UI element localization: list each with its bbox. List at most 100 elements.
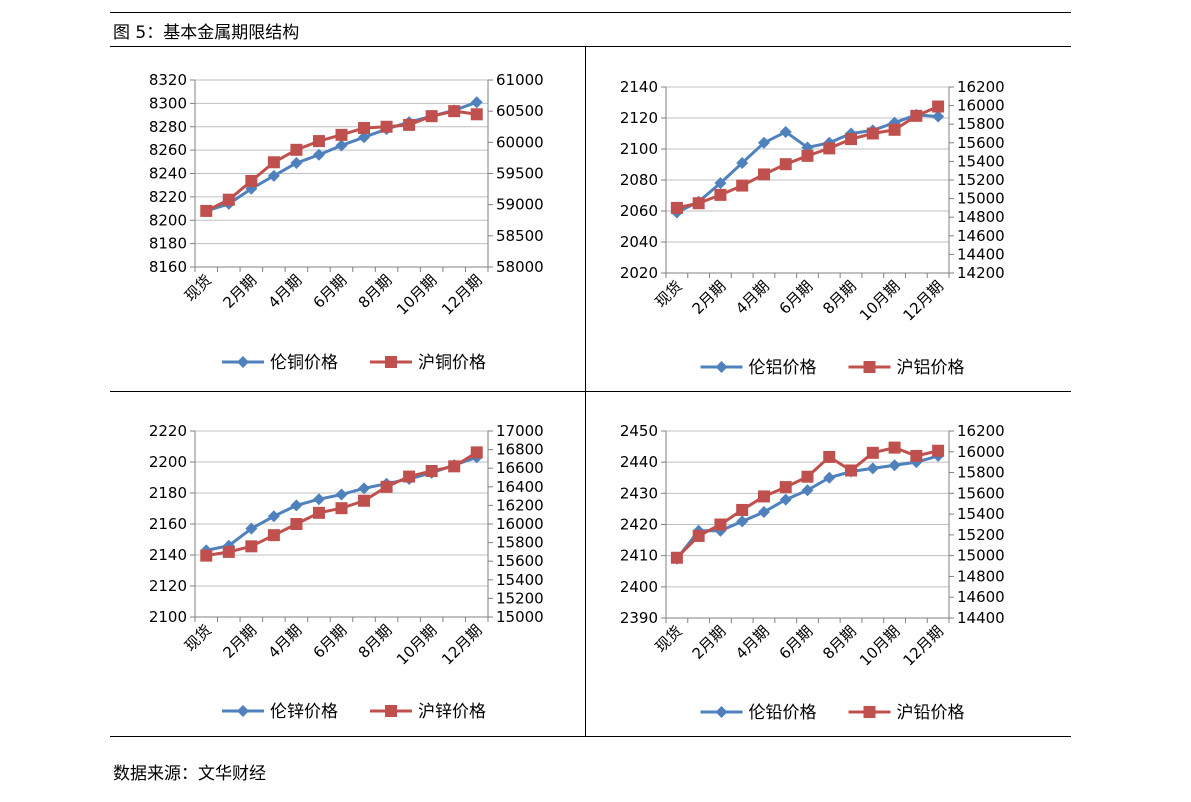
legend-label: 沪铝价格 [897,358,965,378]
data-point [757,168,770,181]
x-tick-label: 6月期 [776,622,817,663]
data-point [358,131,371,144]
data-point [267,529,280,542]
data-point [692,529,705,542]
data-point [757,506,770,519]
x-tick-label: 10月期 [393,271,440,318]
right-tick-label: 14800 [957,208,1005,226]
right-tick-label: 58500 [496,227,544,245]
center-divider [585,47,586,736]
left-tick-label: 2440 [620,453,658,471]
data-point [245,174,258,187]
left-tick-label: 2420 [620,516,658,534]
legend-item: 沪锌价格 [370,702,486,722]
data-point [358,482,371,495]
data-point [736,503,749,516]
x-tick-label: 2月期 [219,621,260,662]
x-tick-label: 8月期 [819,277,860,318]
x-tick-label: 8月期 [819,622,860,663]
data-point [290,143,303,156]
right-tick-label: 16000 [957,97,1005,115]
legend-label: 伦锌价格 [270,702,338,722]
right-tick-label: 15200 [957,526,1005,544]
left-tick-label: 2400 [620,578,658,596]
left-tick-label: 2020 [620,264,658,282]
data-point [757,136,770,149]
data-point [335,139,348,152]
legend-label: 伦铅价格 [749,703,817,723]
x-tick-label: 4月期 [732,622,773,663]
right-tick-label: 15400 [957,505,1005,523]
left-tick-label: 2180 [149,484,187,502]
x-tick-label: 2月期 [689,277,730,318]
left-tick-label: 8180 [149,235,187,253]
data-point [932,110,945,123]
bottom-rule [110,736,1071,737]
data-point [245,522,258,535]
data-point [757,490,770,503]
left-tick-label: 8320 [149,71,187,89]
data-point [670,551,683,564]
x-tick-label: 12月期 [438,271,485,318]
x-tick-label: 4月期 [265,621,306,662]
legend-item: 伦铅价格 [700,703,817,723]
data-point [779,158,792,171]
figure-title: 图 5：基本金属期限结构 [113,23,300,43]
data-point [888,123,901,136]
left-tick-label: 2200 [149,453,187,471]
data-point [932,100,945,113]
left-tick-label: 2100 [620,140,658,158]
data-point [200,204,213,217]
right-tick-label: 15000 [496,608,544,626]
x-tick-label: 8月期 [355,621,396,662]
x-tick-label: 10月期 [856,622,903,669]
right-tick-label: 60000 [496,133,544,151]
legend-item: 沪铅价格 [848,703,965,723]
data-point [670,201,683,214]
right-tick-label: 15400 [957,152,1005,170]
data-point [312,506,325,519]
data-point [425,464,438,477]
x-tick-label: 现货 [181,621,215,655]
legend-item: 伦铝价格 [700,358,817,378]
data-point [267,169,280,182]
data-point [801,470,814,483]
data-point [910,449,923,462]
data-point [267,156,280,169]
data-point [470,446,483,459]
data-point [866,462,879,475]
data-point [312,148,325,161]
data-point [714,188,727,201]
right-tick-label: 15000 [957,547,1005,565]
x-tick-label: 12月期 [900,622,947,669]
data-point [222,193,235,206]
right-tick-label: 59000 [496,196,544,214]
right-tick-label: 14200 [957,264,1005,282]
x-tick-label: 现货 [652,277,686,311]
left-tick-label: 2120 [620,109,658,127]
x-tick-label: 6月期 [776,277,817,318]
left-tick-label: 8280 [149,118,187,136]
right-tick-label: 60500 [496,102,544,120]
legend-label: 沪锌价格 [418,702,486,722]
legend-swatch-marker [863,361,876,373]
data-point [358,494,371,507]
data-point [380,480,393,493]
right-tick-label: 15200 [957,171,1005,189]
legend-item: 沪铜价格 [370,353,486,373]
right-tick-label: 15400 [496,571,544,589]
data-point [910,109,923,122]
data-point [779,493,792,506]
data-point [823,142,836,155]
data-point [714,518,727,531]
left-tick-label: 2430 [620,484,658,502]
right-tick-label: 15800 [496,534,544,552]
data-point [312,493,325,506]
data-point [358,121,371,134]
right-tick-label: 14600 [957,227,1005,245]
data-point [736,156,749,169]
right-tick-label: 16200 [957,78,1005,96]
left-tick-label: 2140 [620,78,658,96]
left-tick-label: 8160 [149,258,187,276]
data-point [801,149,814,162]
